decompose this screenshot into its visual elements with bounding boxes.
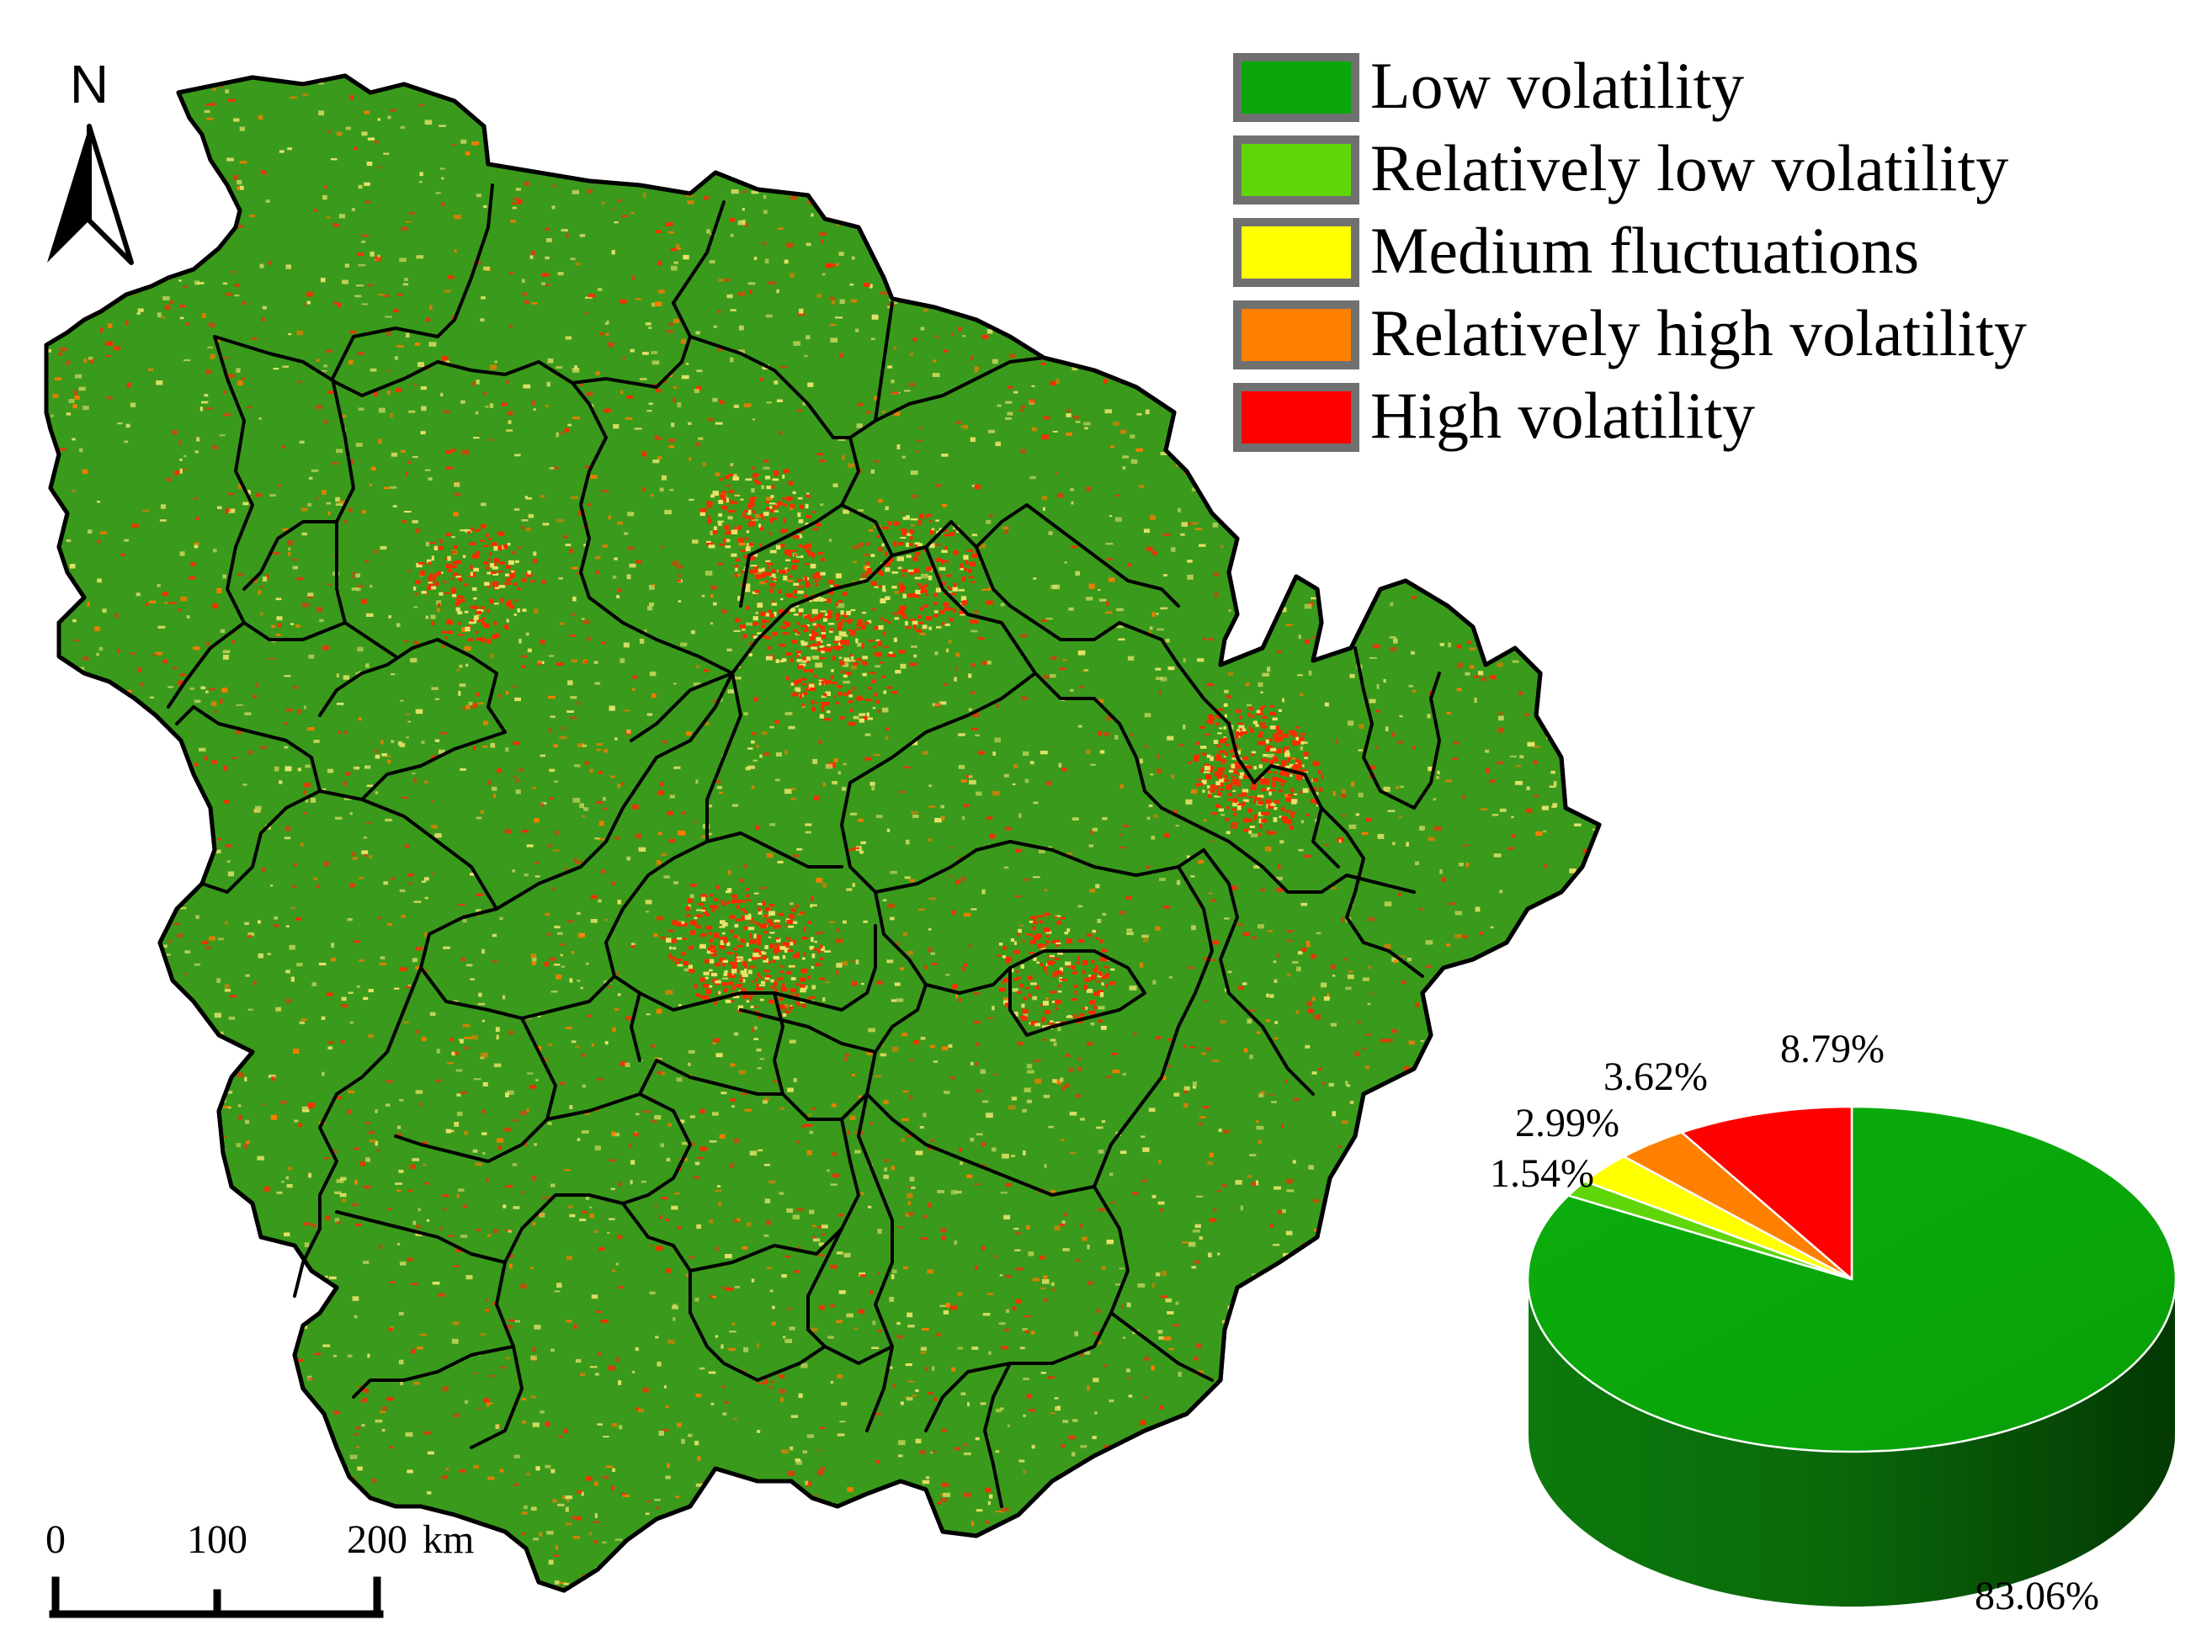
legend-label: Relatively high volatility [1370,296,2027,369]
study-area-border [44,73,1602,1593]
legend-swatch [1233,218,1359,287]
pie-label: 1.54% [1490,1151,1594,1196]
legend-label: Relatively low volatility [1370,131,2008,205]
legend: Low volatility Relatively low volatility M… [1233,49,2027,452]
scale-unit: km [423,1517,474,1562]
legend-item: High volatility [1233,379,1755,452]
pie-slice [1623,1131,1853,1281]
legend-item: Relatively low volatility [1233,131,2008,205]
legend-item: Low volatility [1233,49,1744,122]
pie-label: 2.99% [1515,1101,1619,1145]
legend-label: Medium fluctuations [1370,214,1919,287]
legend-swatch [1233,300,1359,369]
pie-label: 3.62% [1603,1054,1708,1099]
scale-bar: 0 100 200 km [45,1517,474,1618]
legend-item: Medium fluctuations [1233,214,1919,287]
county-boundaries [167,183,1441,1508]
volatility-pie-chart: 83.06% 1.54% 2.99%3.62% 8.79% [1490,1027,2177,1618]
pie-slice [1583,1155,1853,1281]
scale-tick-200: 200 [347,1517,407,1562]
study-area-map [44,73,1602,1593]
legend-item: Relatively high volatility [1233,296,2027,369]
legend-label: Low volatility [1370,49,1744,122]
north-label: N [70,54,109,114]
pie-slice [1680,1105,1853,1281]
north-arrow-icon: N [47,54,134,265]
legend-swatch [1233,383,1359,452]
legend-label: High volatility [1370,379,1755,452]
legend-swatch [1233,135,1359,205]
pie-label: 8.79% [1780,1027,1885,1071]
pie-label: 83.06% [1975,1574,2099,1618]
legend-swatch [1233,53,1359,122]
scale-tick-0: 0 [45,1517,66,1562]
scale-tick-100: 100 [187,1517,247,1562]
